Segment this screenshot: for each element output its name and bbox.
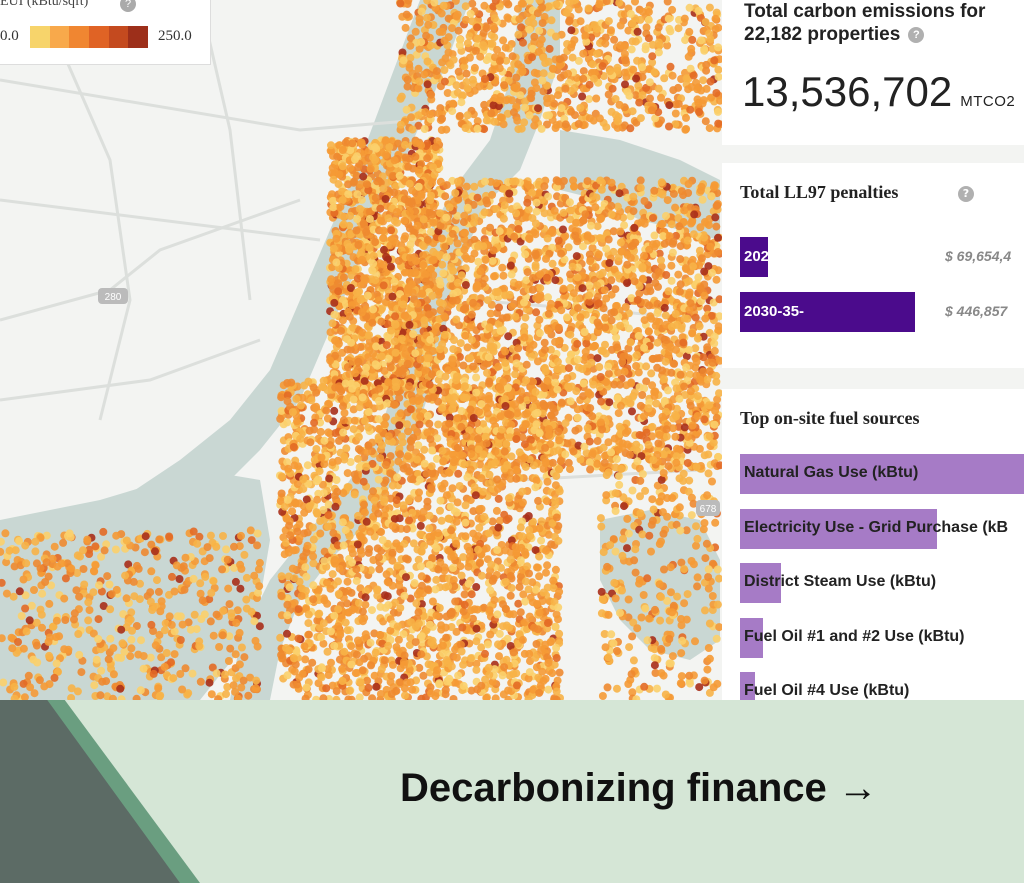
fuel-label: Natural Gas Use (kBtu) bbox=[744, 464, 919, 481]
fuel-label: Fuel Oil #1 and #2 Use (kBtu) bbox=[744, 628, 965, 645]
fuel-label: District Steam Use (kBtu) bbox=[744, 573, 937, 590]
legend-swatch bbox=[69, 26, 90, 48]
cta-label: Decarbonizing finance bbox=[400, 766, 827, 810]
fuel-sources-title: Top on-site fuel sources bbox=[740, 408, 920, 428]
legend-max-label: 250.0 bbox=[158, 28, 192, 44]
emissions-help-icon[interactable]: ? bbox=[908, 26, 925, 43]
legend-swatch bbox=[49, 26, 70, 48]
fuel-label: Fuel Oil #4 Use (kBtu) bbox=[744, 682, 910, 699]
highway-shield-678: 678 bbox=[696, 500, 720, 516]
legend-swatch bbox=[30, 26, 50, 48]
emissions-unit: MTCO2 bbox=[960, 93, 1016, 110]
eui-legend: EUI (kBtu/sqft) ? 0.0 250.0 bbox=[0, 0, 211, 65]
fuel-label: Electricity Use - Grid Purchase (kB bbox=[744, 519, 1009, 536]
legend-min-label: 0.0 bbox=[0, 28, 19, 44]
penalty-value: $ 446,857 bbox=[945, 303, 1008, 319]
penalty-value: $ 69,654,4 bbox=[945, 248, 1012, 264]
legend-swatch bbox=[108, 26, 129, 48]
penalty-label: 2030-35- bbox=[744, 303, 805, 320]
penalties-panel: Total LL97 penalties ? 2024-29- $ 69,654… bbox=[722, 163, 1024, 368]
emissions-title: Total carbon emissions for bbox=[744, 1, 986, 22]
penalty-row-2030[interactable]: 2030-35- $ 446,857 bbox=[740, 292, 1024, 332]
fuel-row[interactable]: Fuel Oil #1 and #2 Use (kBtu) bbox=[740, 618, 1024, 658]
fuel-row[interactable]: Electricity Use - Grid Purchase (kB bbox=[740, 509, 1024, 549]
penalties-title: Total LL97 penalties bbox=[740, 182, 899, 202]
cta-link[interactable]: Decarbonizing finance → bbox=[400, 766, 878, 811]
accent-triangle bbox=[0, 700, 180, 883]
cta-banner[interactable]: Decarbonizing finance → bbox=[0, 700, 1024, 883]
fuel-bar bbox=[740, 509, 938, 549]
penalty-bar bbox=[740, 292, 915, 332]
corner-decoration bbox=[0, 700, 200, 883]
fuel-bar bbox=[740, 454, 1024, 494]
arrow-right-icon: → bbox=[837, 766, 878, 810]
fuel-bar bbox=[740, 618, 764, 658]
penalties-help-icon[interactable]: ? bbox=[958, 186, 974, 202]
emissions-number: 13,536,702 bbox=[742, 68, 953, 115]
fuel-sources-panel: Top on-site fuel sources Natural Gas Use… bbox=[722, 389, 1024, 712]
emissions-panel: Total carbon emissions for 22,182 proper… bbox=[722, 0, 1024, 145]
fuel-row[interactable]: Natural Gas Use (kBtu) bbox=[740, 454, 1024, 494]
legend-swatch bbox=[89, 26, 109, 48]
legend-title: EUI (kBtu/sqft) bbox=[0, 0, 89, 9]
highway-shield-280: 280 bbox=[98, 288, 128, 304]
legend-help-icon[interactable]: ? bbox=[120, 0, 136, 12]
penalty-row-2024[interactable]: 2024-29- $ 69,654,4 bbox=[740, 237, 1024, 277]
fuel-row[interactable]: District Steam Use (kBtu) bbox=[740, 563, 1024, 603]
penalty-label: 2024-29- bbox=[744, 248, 805, 265]
legend-swatch bbox=[128, 26, 149, 48]
east-river bbox=[230, 0, 560, 700]
fuel-bar bbox=[740, 563, 781, 603]
properties-count-text: 22,182 properties bbox=[744, 24, 901, 45]
emissions-value: 13,536,702 MTCO2 bbox=[742, 68, 1015, 116]
legend-color-scale bbox=[30, 26, 149, 48]
penalty-bar bbox=[740, 237, 768, 277]
building-dots bbox=[0, 0, 724, 700]
emissions-properties: 22,182 properties? bbox=[744, 24, 925, 46]
